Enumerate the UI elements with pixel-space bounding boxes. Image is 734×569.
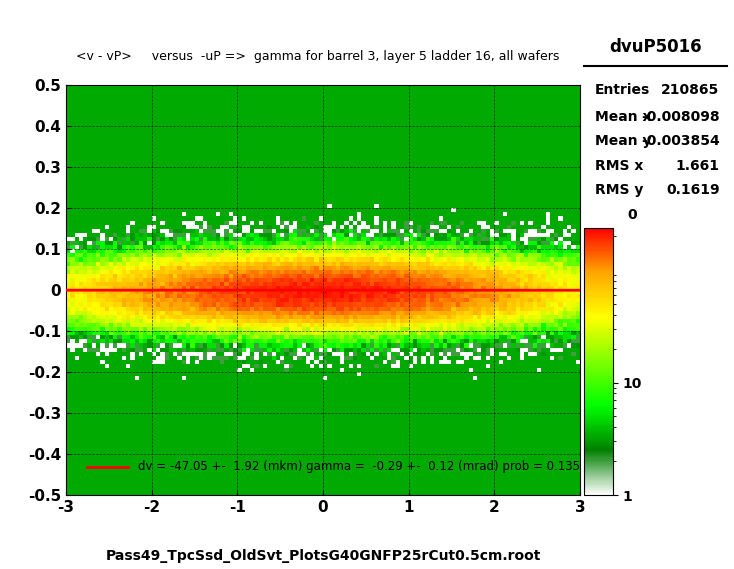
Text: RMS x: RMS x	[595, 159, 644, 172]
Text: Mean y: Mean y	[595, 134, 652, 148]
Text: Mean x: Mean x	[595, 110, 652, 123]
Text: dvuP5016: dvuP5016	[608, 38, 702, 56]
Text: Pass49_TpcSsd_OldSvt_PlotsG40GNFP25rCut0.5cm.root: Pass49_TpcSsd_OldSvt_PlotsG40GNFP25rCut0…	[105, 549, 541, 563]
Text: -0.003854: -0.003854	[641, 134, 719, 148]
Text: dv = -47.05 +-  1.92 (mkm) gamma =  -0.29 +-  0.12 (mrad) prob = 0.135: dv = -47.05 +- 1.92 (mkm) gamma = -0.29 …	[138, 460, 580, 473]
Text: 0: 0	[628, 208, 637, 222]
Text: RMS y: RMS y	[595, 183, 644, 197]
Text: -0.008098: -0.008098	[641, 110, 719, 123]
Text: 0.1619: 0.1619	[666, 183, 719, 197]
Text: Entries: Entries	[595, 84, 650, 97]
Text: 1.661: 1.661	[675, 159, 719, 172]
Text: 210865: 210865	[661, 84, 719, 97]
Text: <v - vP>     versus  -uP =>  gamma for barrel 3, layer 5 ladder 16, all wafers: <v - vP> versus -uP => gamma for barrel …	[76, 51, 560, 63]
